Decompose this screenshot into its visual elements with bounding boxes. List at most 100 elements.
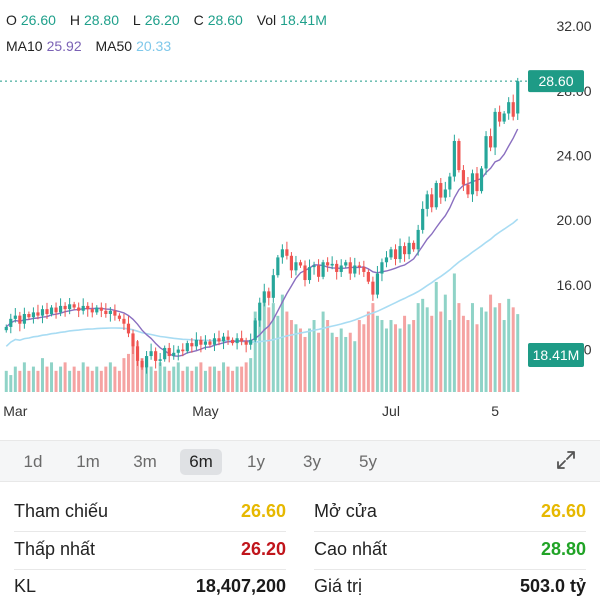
candle-body (303, 265, 307, 281)
candle-body (335, 263, 339, 272)
volume-bar (226, 366, 230, 392)
tab-1d[interactable]: 1d (23, 452, 43, 471)
lowest-value: 26.20 (240, 539, 286, 559)
volume-bar (466, 320, 470, 392)
volume-bar (222, 362, 226, 392)
volume-bar (54, 370, 58, 392)
highest-value: 28.80 (540, 539, 586, 559)
candle-body (271, 275, 275, 298)
volume-bar (434, 281, 438, 392)
candle-body (312, 265, 316, 268)
candle-body (402, 246, 407, 255)
ma50-line (5, 218, 519, 347)
volume-value: 18.41M (280, 12, 327, 28)
candle-body (457, 140, 461, 171)
divider (314, 569, 586, 570)
volume-bar (167, 370, 171, 392)
candle-body (285, 249, 289, 256)
volume-bar (507, 298, 511, 392)
candle-body (4, 326, 8, 331)
volume-bar (384, 328, 388, 392)
volume-bar (353, 341, 357, 392)
volume-bar (231, 370, 235, 392)
candle-body (262, 291, 266, 303)
candle-body (199, 339, 203, 345)
candle-body (113, 310, 117, 316)
highest-label: Cao nhất (314, 539, 388, 559)
ma-legend: MA10 25.92 MA50 20.33 (6, 38, 181, 54)
tab-1m[interactable]: 1m (76, 452, 100, 471)
candle-body (412, 242, 416, 250)
timeframe-bar: 1d 1m 3m 6m 1y 3y 5y (0, 440, 600, 482)
candle-body (27, 314, 31, 318)
candle-body (135, 346, 140, 361)
volume-bar (203, 370, 207, 392)
candle-body (140, 360, 144, 368)
candle-body (176, 349, 180, 353)
tab-1y[interactable]: 1y (247, 452, 265, 471)
candle-body (49, 307, 54, 314)
volume-bar (425, 307, 429, 392)
tab-3y[interactable]: 3y (303, 452, 321, 471)
volume-bar (430, 315, 434, 392)
volume-bar (163, 366, 167, 392)
volume-bar (9, 375, 13, 392)
volume-bar (63, 362, 67, 392)
candle-body (276, 257, 280, 276)
volume-bar (489, 294, 493, 392)
volume-bar (45, 366, 49, 392)
candle-body (507, 102, 511, 114)
lowest-label: Thấp nhất (14, 539, 96, 559)
reference-label: Tham chiếu (14, 501, 109, 521)
candle-body (393, 249, 398, 260)
candle-body (36, 312, 40, 316)
candle-body (316, 265, 321, 277)
volume-bar (335, 336, 339, 392)
reference-value: 26.60 (240, 501, 286, 521)
candle-body (235, 338, 239, 344)
candle-body (258, 302, 262, 321)
candle-body (366, 271, 370, 282)
candle-body (375, 273, 380, 295)
volume-bar (362, 324, 366, 392)
volume-bar (212, 366, 216, 392)
candle-body (249, 339, 253, 345)
candle-body (108, 310, 112, 314)
volume-bar (461, 315, 465, 392)
candle-body (479, 168, 484, 192)
volume-bar (235, 366, 239, 392)
ma10-label: MA10 (6, 38, 43, 54)
volume-bar (470, 303, 474, 392)
tab-5y[interactable]: 5y (359, 452, 377, 471)
candle-body (172, 352, 176, 357)
candle-body (448, 176, 452, 190)
candle-body (439, 183, 443, 198)
candle-body (430, 194, 434, 208)
divider (14, 569, 286, 570)
close-label: C (193, 12, 204, 28)
volume-bar (50, 362, 54, 392)
volume-bar (31, 366, 35, 392)
tab-6m[interactable]: 6m (180, 449, 222, 475)
y-tick-label: 24.00 (556, 148, 591, 164)
candle-body (357, 265, 361, 268)
candle-body (298, 262, 303, 266)
candle-body (99, 307, 103, 311)
price-chart[interactable]: 32.0028.0024.0020.0016.0012.0028.6018.41… (0, 0, 600, 430)
volume-bar (493, 307, 497, 392)
ma10-line (5, 128, 519, 357)
volume-bar (95, 366, 99, 392)
expand-icon[interactable] (554, 448, 578, 472)
volume-bar (181, 370, 185, 392)
candle-body (267, 291, 271, 298)
volume-bar (484, 311, 488, 392)
tab-3m[interactable]: 3m (133, 452, 157, 471)
candle-body (117, 315, 122, 319)
candle-body (240, 338, 244, 342)
ohlc-legend: O 26.60 H 28.80 L 26.20 C 28.60 Vol 18.41M (6, 12, 337, 28)
candle-body (226, 336, 230, 340)
volume-bar (4, 370, 8, 392)
volume-bar (99, 370, 103, 392)
last-price-badge (528, 70, 584, 93)
candle-body (90, 309, 94, 313)
